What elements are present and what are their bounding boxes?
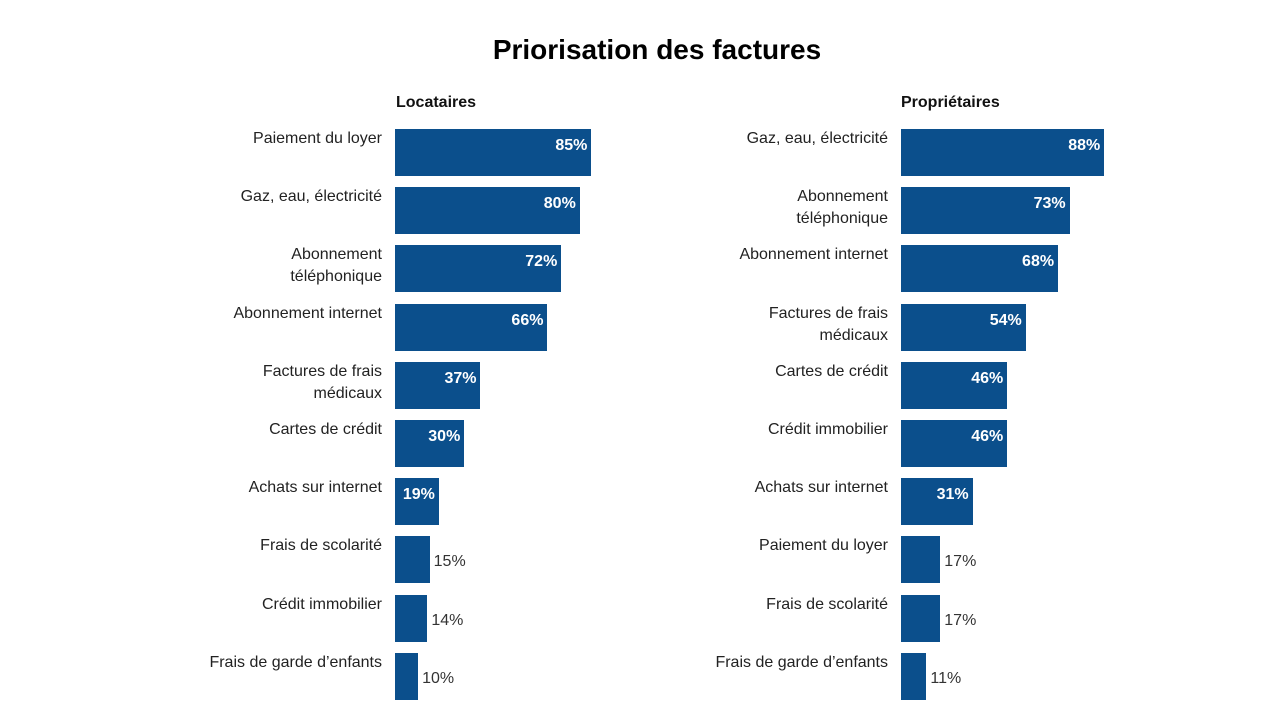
data-label: 68% <box>1022 253 1055 271</box>
bar <box>901 303 1026 351</box>
category-label: Cartes de crédit <box>269 421 382 438</box>
bar <box>395 536 430 584</box>
bar <box>901 361 1008 409</box>
category-label: Abonnement internet <box>739 246 888 264</box>
bar <box>395 303 548 351</box>
data-label: 80% <box>543 195 576 213</box>
category-label: Abonnement téléphonique <box>796 188 888 228</box>
bar <box>395 245 562 293</box>
data-label: 66% <box>511 311 544 329</box>
category-label: Cartes de crédit <box>775 362 888 380</box>
data-label: 73% <box>1033 195 1066 213</box>
bar <box>901 536 941 584</box>
bar <box>901 187 1070 235</box>
category-label: Paiement du loyer <box>253 130 382 147</box>
data-label: 88% <box>1068 137 1101 154</box>
data-label: 10% <box>422 669 455 687</box>
data-label: 17% <box>944 553 977 571</box>
data-label: 19% <box>402 486 435 504</box>
data-label: 31% <box>936 486 969 504</box>
data-label: 11% <box>930 669 962 687</box>
bar <box>395 594 428 642</box>
chart-title: Priorisation des factures <box>492 34 822 65</box>
data-label: 46% <box>971 369 1004 387</box>
bar <box>901 594 941 642</box>
data-label: 72% <box>525 253 558 271</box>
category-label: Frais de garde d’enfants <box>209 653 382 671</box>
category-label: Gaz, eau, électricité <box>240 188 382 206</box>
bar <box>395 361 481 409</box>
bar <box>395 420 465 467</box>
category-label: Paiement du loyer <box>759 537 888 555</box>
bar <box>901 478 973 526</box>
data-label: 15% <box>433 553 466 571</box>
data-label: 14% <box>431 611 464 629</box>
category-label: Frais de scolarité <box>766 595 888 613</box>
data-label: 46% <box>971 428 1004 445</box>
category-label: Crédit immobilier <box>261 595 382 613</box>
panel-title: Locataires <box>396 94 477 111</box>
category-label: Factures de frais médicaux <box>768 304 888 344</box>
bar <box>395 187 580 235</box>
bar <box>901 245 1059 293</box>
category-label: Gaz, eau, électricité <box>746 130 888 147</box>
bar <box>901 129 1105 176</box>
data-label: 30% <box>428 428 461 445</box>
category-label: Frais de garde d’enfants <box>715 653 888 671</box>
category-label: Achats sur internet <box>754 479 888 497</box>
panel-title: Propriétaires <box>901 94 1000 111</box>
data-label: 17% <box>944 611 977 629</box>
category-label: Abonnement internet <box>233 304 382 322</box>
bar <box>395 478 439 526</box>
category-label: Achats sur internet <box>248 479 382 497</box>
bar <box>395 129 592 176</box>
data-label: 37% <box>444 369 477 387</box>
bar <box>901 420 1008 467</box>
bar <box>395 652 419 700</box>
category-label: Crédit immobilier <box>767 421 888 438</box>
data-label: 54% <box>989 311 1022 329</box>
category-label: Abonnement téléphonique <box>290 246 382 286</box>
category-label: Factures de frais médicaux <box>262 362 382 402</box>
data-label: 85% <box>555 137 588 154</box>
bar <box>901 652 927 700</box>
category-label: Frais de scolarité <box>260 537 382 555</box>
